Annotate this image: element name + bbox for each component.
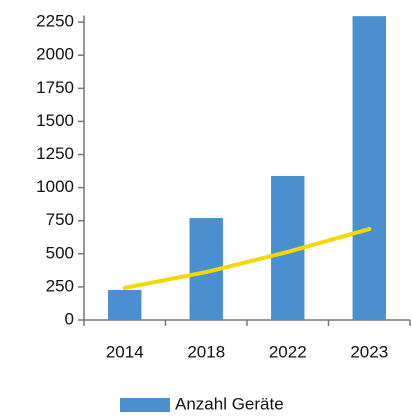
y-tick-label: 2250	[36, 12, 74, 31]
y-tick-label: 1250	[36, 144, 74, 163]
y-tick-label: 1000	[36, 177, 74, 196]
bar	[352, 16, 386, 320]
y-tick-label: 500	[46, 243, 74, 262]
x-tick-label: 2022	[269, 342, 307, 361]
y-tick-label: 1750	[36, 78, 74, 97]
bar	[108, 289, 142, 320]
y-tick-label: 250	[46, 276, 74, 295]
legend-swatch	[120, 398, 170, 412]
x-tick-label: 2018	[187, 342, 225, 361]
y-tick-label: 1500	[36, 111, 74, 130]
x-tick-label: 2023	[350, 342, 388, 361]
y-tick-label: 0	[65, 309, 74, 328]
trendline	[122, 227, 372, 290]
y-tick-label: 750	[46, 210, 74, 229]
y-tick-label: 2000	[36, 45, 74, 64]
x-tick-label: 2014	[106, 342, 144, 361]
legend-label: Anzahl Geräte	[175, 394, 284, 413]
